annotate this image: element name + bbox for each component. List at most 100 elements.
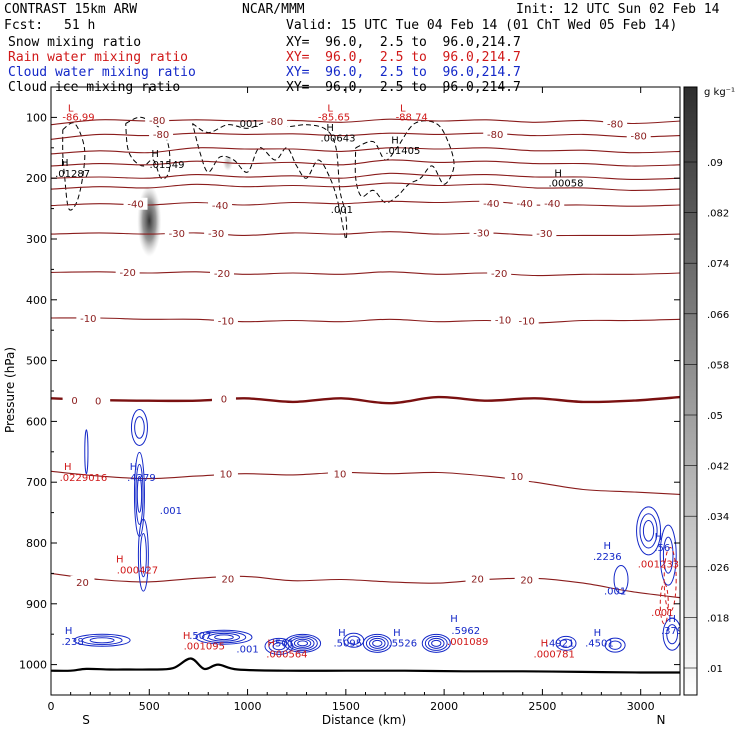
- x-tick-label: 2000: [430, 700, 458, 713]
- extremum-label: .001095: [184, 641, 225, 652]
- extremum-label: H: [594, 628, 602, 639]
- x-tick-label: 1000: [234, 700, 262, 713]
- contour-label: -40: [483, 199, 499, 210]
- extremum-label: .238: [61, 637, 83, 648]
- extremum-label: .5095: [333, 638, 362, 649]
- temperature-contour: [51, 572, 680, 599]
- extremum-label: H: [554, 168, 562, 179]
- contour-label-bg: [145, 113, 170, 126]
- cloud-water-contour: [195, 629, 253, 645]
- cloud-water-contour: [662, 536, 674, 574]
- cloud-water-contour: [201, 631, 247, 644]
- cloud-water-contour: [73, 633, 131, 647]
- cloud-water-contour: [84, 429, 89, 475]
- temperature-contour: [51, 182, 680, 191]
- temperature-contour: [51, 159, 680, 167]
- temperature-contour: [51, 147, 680, 155]
- extremum-label: .4279: [127, 473, 156, 484]
- extremum-label: .001233: [638, 559, 679, 570]
- cloud-water-contour: [130, 408, 148, 446]
- colorbar-label: .09: [707, 158, 723, 169]
- cloud-ice-contour: [62, 122, 86, 211]
- x-axis-label: Distance (km): [322, 713, 406, 727]
- contour-label-bg: [263, 115, 288, 128]
- contour-label: -40: [544, 199, 560, 210]
- field-snow-name: Snow mixing ratio: [8, 35, 142, 50]
- contour-label-bg: [215, 572, 240, 585]
- contour-label: -20: [214, 269, 230, 280]
- extremum-label: H: [391, 136, 399, 147]
- cloud-water-contour: [639, 513, 658, 549]
- colorbar-label: .034: [707, 512, 729, 523]
- cloud-water-contour: [136, 475, 143, 513]
- contour-label: 0: [71, 396, 77, 407]
- field-rain-name: Rain water mixing ratio: [8, 50, 189, 65]
- extremum-label: .5526: [389, 638, 418, 649]
- snow-max-shade: [137, 184, 162, 257]
- temperature-contour: [51, 317, 680, 324]
- cloud-water-contour: [134, 416, 145, 439]
- x-tick-label: 0: [48, 700, 55, 713]
- colorbar-label: .018: [707, 613, 729, 624]
- field-rain-xy: XY= 96.0, 2.5 to 96.0,214.7: [286, 50, 521, 65]
- contour-label-bg: [491, 313, 516, 326]
- contour-label: -20: [491, 269, 507, 280]
- plot-area: -80 -80 -80 -80 -80 -80 -40 -40 -40 -40 -40 -30 -30 -…: [51, 103, 680, 674]
- cloud-water-contour: [290, 637, 315, 650]
- field-cloudwater-xy: XY= 96.0, 2.5 to 96.0,214.7: [286, 65, 521, 80]
- temperature-contour: [51, 470, 680, 495]
- contour-label: 10: [334, 470, 347, 481]
- contour-label-bg: [514, 573, 539, 586]
- cloud-water-contour: [89, 637, 115, 644]
- extremum-label: -86.99: [62, 112, 94, 123]
- extremum-label: .01405: [385, 146, 420, 157]
- contour-label-bg: [210, 267, 235, 280]
- extremum-label: H: [604, 541, 612, 552]
- y-tick-label: 1000: [19, 659, 47, 672]
- extremum-label: H: [655, 532, 663, 543]
- field-cloudwater-name: Cloud water mixing ratio: [8, 65, 196, 80]
- extremum-label: .4501: [585, 638, 614, 649]
- ground-line: [51, 657, 680, 674]
- extremum-label: -85.65: [318, 112, 350, 123]
- cloud-water-contour: [555, 635, 577, 651]
- contour-label-bg: [204, 226, 229, 239]
- extremum-label: .00058: [548, 179, 583, 190]
- colorbar-label: .066: [707, 310, 729, 321]
- contour-label: -30: [473, 228, 489, 239]
- cloud-water-contour: [431, 639, 442, 647]
- contour-label-bg: [123, 197, 148, 210]
- cloud-water-contour: [81, 635, 123, 646]
- contour-label: 0: [221, 394, 227, 405]
- temperature-contour: [51, 132, 680, 140]
- cloud-water-contour: [427, 637, 445, 649]
- extremum-label: H: [61, 158, 69, 169]
- contour-label-bg: [465, 572, 490, 585]
- extremum-label: L: [400, 103, 406, 114]
- contour-label-bg: [514, 314, 539, 327]
- extremum-label: .001: [236, 644, 258, 655]
- cloud-water-contour: [214, 634, 234, 641]
- y-tick-label: 600: [26, 415, 47, 428]
- y-tick-label: 500: [26, 355, 47, 368]
- extremum-label: H: [267, 638, 275, 649]
- cloud-water-contour: [559, 638, 573, 649]
- cloud-water-contour: [666, 624, 679, 645]
- colorbar-label: .058: [707, 360, 729, 371]
- contour-label: -20: [119, 268, 135, 279]
- contour-label: 20: [471, 574, 484, 585]
- contour-label-bg: [76, 312, 101, 325]
- contour-label: -10: [218, 316, 234, 327]
- extremum-label: H: [130, 462, 138, 473]
- x-tick-label: 1500: [332, 700, 360, 713]
- colorbar-label: .05: [707, 411, 723, 422]
- contour-label: -30: [536, 229, 552, 240]
- contour-label-bg: [504, 470, 529, 483]
- contour-label-bg: [208, 198, 233, 211]
- cloud-water-contour: [343, 632, 365, 648]
- extrema-labels: L-86.99L-85.65L-88.74.001 H.00643 H.01405H…: [55, 103, 680, 660]
- contour-label: -40: [517, 199, 533, 210]
- contour-label-bg: [149, 127, 174, 140]
- cloud-water-contour: [272, 642, 286, 651]
